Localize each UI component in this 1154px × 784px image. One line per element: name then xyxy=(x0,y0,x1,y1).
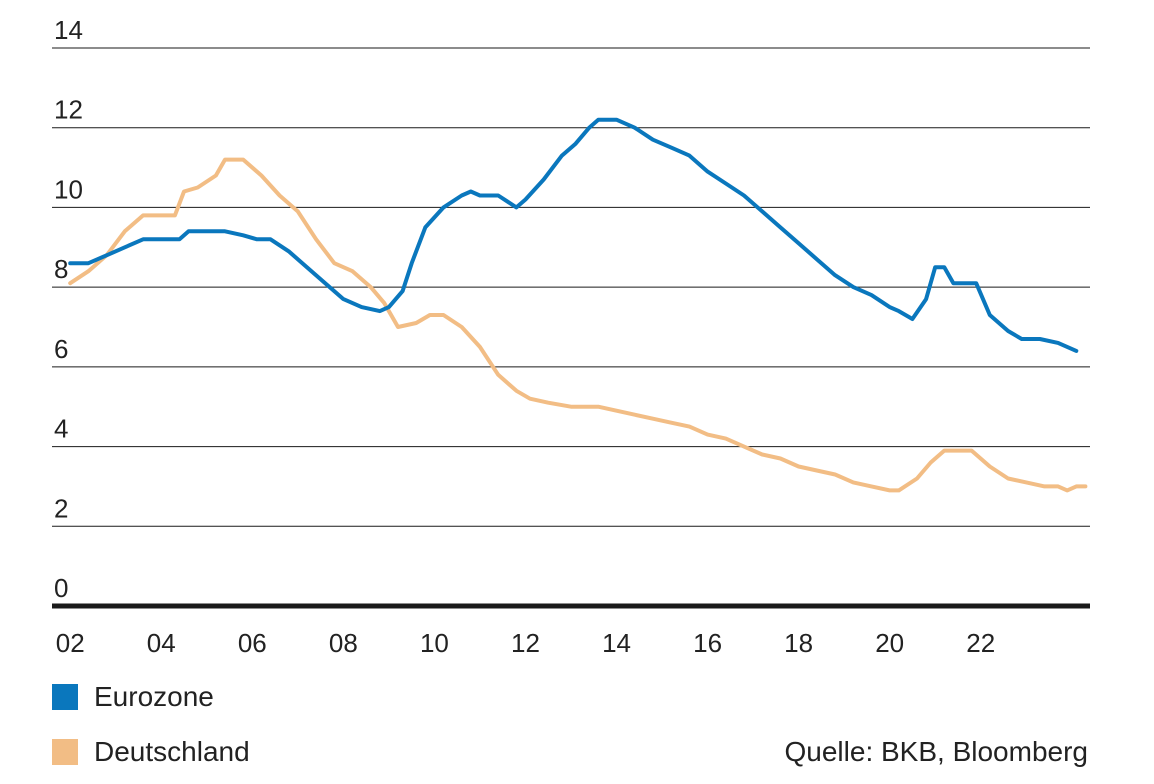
series-line-deutschland xyxy=(68,157,1088,493)
y-tick-label: 2 xyxy=(54,493,68,523)
x-tick-label: 06 xyxy=(238,628,267,658)
y-tick-label: 6 xyxy=(54,334,68,364)
x-tick-label: 22 xyxy=(966,628,995,658)
legend-label-eurozone: Eurozone xyxy=(94,681,214,712)
y-tick-label: 10 xyxy=(54,174,83,204)
gridlines xyxy=(52,47,1090,527)
y-tick-label: 4 xyxy=(54,414,68,444)
y-tick-label: 12 xyxy=(54,95,83,125)
series-line-eurozone xyxy=(68,117,1079,353)
x-tick-label: 12 xyxy=(511,628,540,658)
legend-item-deutschland: Deutschland xyxy=(52,736,250,768)
y-tick-label: 8 xyxy=(54,254,68,284)
x-axis-labels: 02 04 06 08 10 12 14 16 18 20 22 xyxy=(56,628,995,658)
y-axis-labels: 0 2 4 6 8 10 12 14 xyxy=(54,15,83,603)
legend-swatch-eurozone xyxy=(52,684,78,710)
x-tick-label: 16 xyxy=(693,628,722,658)
legend-swatch-deutschland xyxy=(52,739,78,765)
legend-item-eurozone: Eurozone xyxy=(52,681,214,713)
x-tick-label: 08 xyxy=(329,628,358,658)
x-tick-label: 02 xyxy=(56,628,85,658)
y-tick-label: 0 xyxy=(54,573,68,603)
x-tick-label: 20 xyxy=(875,628,904,658)
x-tick-label: 10 xyxy=(420,628,449,658)
source-note: Quelle: BKB, Bloomberg xyxy=(784,736,1089,767)
x-tick-label: 14 xyxy=(602,628,631,658)
y-tick-label: 14 xyxy=(54,15,83,45)
x-tick-label: 18 xyxy=(784,628,813,658)
series-lines xyxy=(68,117,1088,493)
legend-label-deutschland: Deutschland xyxy=(94,736,250,767)
x-tick-label: 04 xyxy=(147,628,176,658)
